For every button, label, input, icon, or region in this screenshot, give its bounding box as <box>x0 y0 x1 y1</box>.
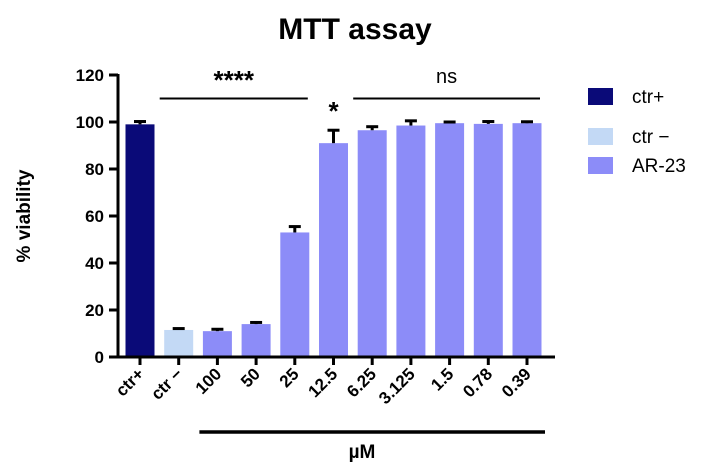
x-tick-label: 25 <box>276 364 303 391</box>
significance-label: **** <box>214 65 255 95</box>
bar <box>241 324 271 357</box>
legend-swatch <box>588 157 613 174</box>
x-tick-label: 1.5 <box>427 364 457 394</box>
x-tick-label: 12.5 <box>304 364 341 401</box>
y-tick-label: 40 <box>85 254 104 273</box>
y-tick-label: 100 <box>76 113 104 132</box>
bar <box>396 125 426 358</box>
significance-label: ns <box>436 66 457 88</box>
x-tick-label: 50 <box>237 364 264 391</box>
x-tick-label: 3.125 <box>375 364 419 408</box>
legend-label: AR-23 <box>632 156 686 177</box>
y-tick-label: 120 <box>76 66 104 85</box>
bar <box>164 329 194 357</box>
bar <box>357 130 387 357</box>
x-tick-label: 0.39 <box>498 364 535 401</box>
y-axis-label: % viability <box>14 169 35 262</box>
bar <box>319 143 348 357</box>
significance-label: * <box>328 96 339 126</box>
legend-swatch <box>588 88 613 105</box>
legend: ctr+ ctr − AR-23 <box>588 87 686 177</box>
legend-label: ctr − <box>632 127 669 148</box>
legend-label: ctr+ <box>632 87 664 108</box>
x-tick-label: 100 <box>192 364 225 397</box>
legend-swatch <box>588 128 613 145</box>
x-axis-label: µM <box>349 442 376 463</box>
bar <box>202 331 232 357</box>
x-tick-label: 6.25 <box>343 364 380 401</box>
y-tick-label: 0 <box>95 348 104 367</box>
x-tick-label: 0.78 <box>459 364 496 401</box>
bar <box>125 124 155 357</box>
chart-title: MTT assay <box>278 13 432 46</box>
y-tick-label: 20 <box>85 301 104 320</box>
bar <box>473 123 503 357</box>
bar <box>512 123 542 357</box>
x-tick-label: ctr − <box>147 364 186 403</box>
bar <box>435 123 465 357</box>
bar <box>280 232 310 357</box>
y-tick-label: 80 <box>85 160 104 179</box>
y-tick-label: 60 <box>85 207 104 226</box>
x-tick-label: ctr+ <box>112 364 148 400</box>
